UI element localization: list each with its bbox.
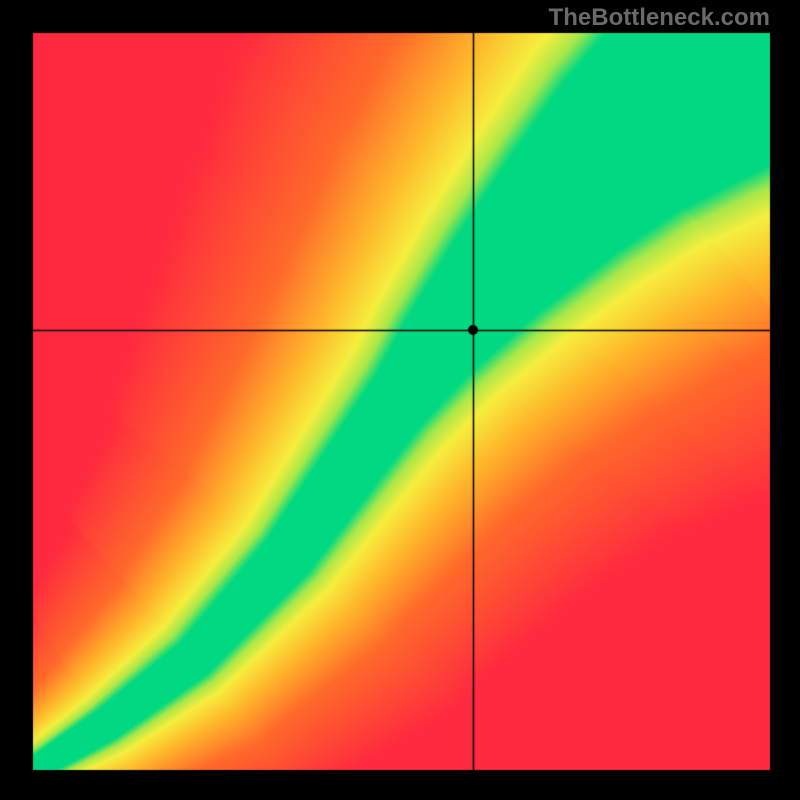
- chart-container: TheBottleneck.com: [0, 0, 800, 800]
- watermark-text: TheBottleneck.com: [549, 4, 770, 32]
- bottleneck-heatmap: [0, 0, 800, 800]
